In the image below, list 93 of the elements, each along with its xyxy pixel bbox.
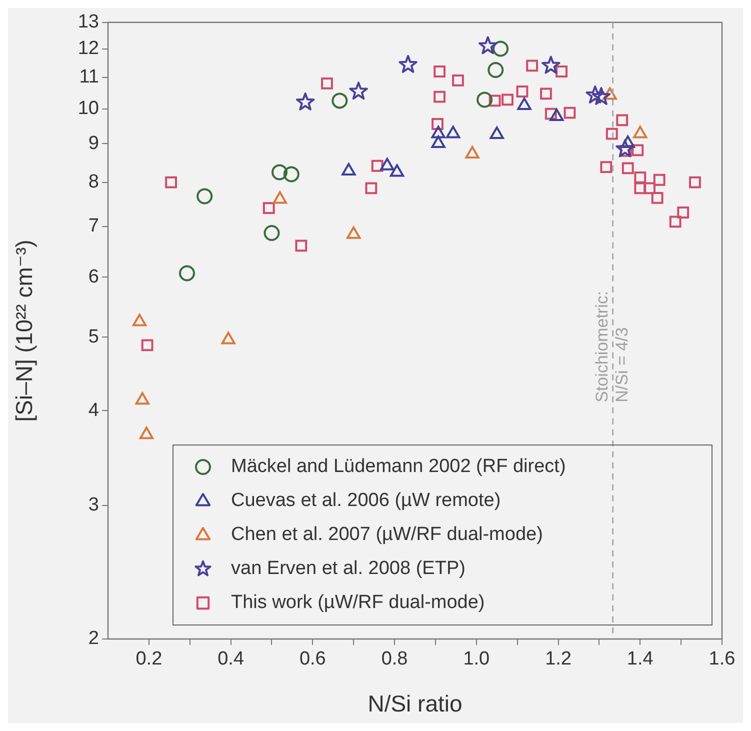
x-tick-label: 0.8 [381, 648, 408, 670]
point [651, 192, 664, 204]
y-tick-label: 8 [88, 172, 99, 193]
point [517, 98, 532, 110]
point [490, 126, 504, 140]
point [492, 40, 509, 57]
point [488, 94, 501, 107]
point [634, 171, 646, 184]
point [380, 158, 394, 170]
point [332, 92, 348, 109]
y-tick-label: 3 [88, 494, 99, 516]
point [179, 265, 195, 282]
point [653, 174, 666, 186]
point [677, 206, 690, 218]
point [616, 139, 634, 158]
point [592, 87, 611, 105]
point [342, 163, 356, 176]
y-tick-label: 7 [88, 216, 99, 237]
point [689, 176, 701, 188]
point [452, 74, 464, 86]
point [616, 114, 628, 126]
y-tick-label: 5 [88, 326, 99, 348]
point [296, 92, 315, 110]
x-tick-label: 0.6 [299, 648, 326, 670]
point [478, 36, 498, 54]
point [431, 136, 446, 148]
point [432, 118, 444, 130]
point [600, 161, 612, 173]
point [542, 56, 560, 74]
point [321, 78, 333, 90]
point [272, 191, 287, 204]
point [465, 146, 480, 158]
point [431, 126, 446, 138]
point [446, 126, 460, 138]
point [295, 240, 308, 252]
point [135, 392, 150, 405]
x-tick-label: 1.6 [708, 648, 736, 670]
legend-label: van Erven et al. 2008 (ETP) [231, 558, 466, 580]
point [476, 92, 493, 108]
x-tick-label: 0.2 [136, 648, 162, 670]
x-tick-label: 1.0 [463, 648, 490, 670]
point [272, 164, 288, 180]
point [556, 66, 568, 78]
y-tick-label: 10 [78, 98, 99, 120]
y-tick-label: 2 [88, 628, 99, 650]
legend-label: Cuevas et al. 2006 (µW remote) [231, 490, 501, 512]
point [141, 339, 154, 352]
legend-label: Mäckel and Lüdemann 2002 (RF direct) [231, 456, 566, 478]
point [634, 182, 646, 194]
point [564, 106, 576, 119]
point [540, 88, 552, 100]
point [633, 126, 648, 138]
point [346, 226, 361, 239]
x-axis-title: N/Si ratio [368, 690, 462, 717]
x-tick-label: 0.4 [218, 648, 244, 670]
point [632, 144, 644, 156]
point [644, 182, 656, 194]
y-tick-label: 12 [78, 38, 99, 59]
point [526, 60, 538, 72]
point [602, 87, 617, 100]
point [165, 176, 177, 188]
point [283, 166, 300, 182]
point [434, 90, 446, 103]
point [390, 164, 404, 177]
point [516, 86, 528, 98]
point [371, 160, 384, 172]
point [349, 82, 368, 100]
point [606, 128, 618, 140]
point [132, 314, 147, 326]
point [262, 202, 275, 214]
point [669, 216, 682, 228]
annotation: Stoichiometric: N/Si = 4/3 [592, 290, 632, 402]
x-tick-label: 1.2 [545, 648, 572, 670]
point [365, 182, 378, 194]
point [196, 188, 213, 204]
point [488, 62, 504, 78]
x-tick-label: 1.4 [626, 648, 654, 670]
y-tick-label: 13 [78, 12, 99, 33]
point [434, 66, 446, 78]
point [221, 332, 236, 344]
point [586, 85, 604, 104]
y-tick-label: 11 [79, 66, 99, 88]
point [622, 162, 634, 174]
y-axis-title: [Si–N] (10²² cm⁻³) [11, 240, 38, 422]
y-tick-label: 4 [88, 400, 100, 421]
point [502, 94, 514, 106]
y-tick-label: 6 [88, 266, 99, 288]
point [264, 224, 280, 241]
point [398, 55, 418, 73]
y-tick-label: 9 [88, 132, 99, 154]
point [139, 426, 154, 440]
legend-label: This work (µW/RF dual-mode) [231, 592, 485, 614]
legend-label: Chen et al. 2007 (µW/RF dual-mode) [231, 524, 543, 546]
